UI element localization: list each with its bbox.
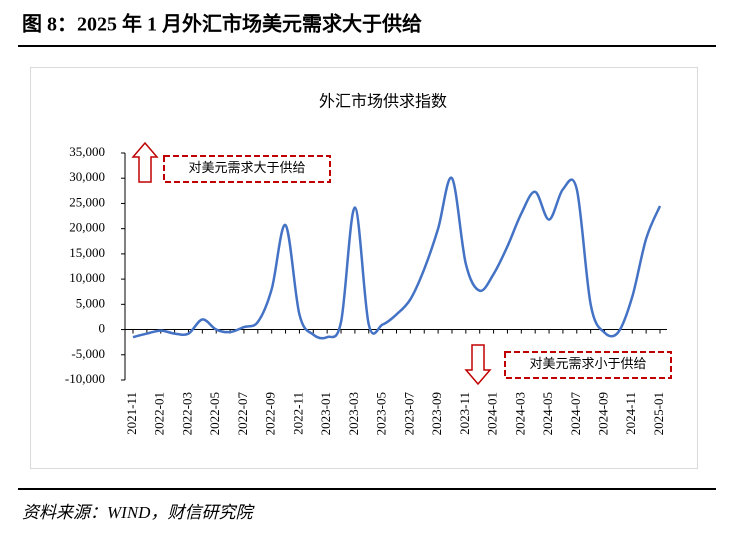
arrow-down [464, 344, 492, 386]
x-tick-label: 2024-03 [512, 392, 527, 435]
x-tick-label: 2023-05 [374, 392, 389, 435]
chart-frame [30, 67, 698, 469]
y-tick-label: 5,000 [76, 295, 105, 310]
x-tick-label: 2022-03 [179, 392, 194, 435]
x-tick-label: 2022-11 [290, 392, 305, 435]
y-tick-label: 25,000 [69, 194, 105, 209]
annotation-box [163, 155, 331, 183]
y-tick-label: -5,000 [71, 346, 105, 361]
annotation-down [464, 344, 672, 386]
x-tick-label: 2022-01 [152, 392, 167, 435]
x-tick-label: 2024-11 [623, 392, 638, 435]
annotation-text: 对美元需求小于供给 [529, 356, 646, 371]
x-tick-label: 2021-11 [124, 392, 139, 435]
data-line [132, 176, 662, 340]
x-tick-label: 2024-09 [596, 392, 611, 435]
y-tick-label: 20,000 [69, 220, 105, 235]
chart-title: 外汇市场供求指数 [319, 93, 447, 111]
y-tick-label: 30,000 [69, 169, 105, 184]
x-tick-label: 2023-11 [457, 392, 472, 435]
x-tick-label: 2024-07 [568, 392, 583, 436]
x-tick-label: 2024-01 [485, 392, 500, 435]
source-note: 资料来源：WIND，财信研究院 [22, 503, 255, 522]
y-tick-label: 10,000 [69, 270, 105, 285]
y-tick-label: -10,000 [65, 371, 105, 386]
x-tick-label: 2022-07 [235, 392, 250, 436]
x-tick-label: 2023-01 [318, 392, 333, 435]
figure-title: 图 8：2025 年 1 月外汇市场美元需求大于供给 [22, 12, 422, 36]
y-tick-label: 35,000 [69, 144, 105, 159]
x-tick-label: 2024-05 [540, 392, 555, 435]
annotation-up [131, 141, 331, 183]
x-tick-label: 2022-09 [263, 392, 278, 435]
x-tick-label: 2023-03 [346, 392, 361, 435]
arrow-up [131, 141, 159, 183]
y-tick-label: 0 [99, 321, 106, 336]
annotation-box [504, 351, 672, 379]
x-tick-label: 2025-01 [651, 392, 666, 435]
x-tick-label: 2022-05 [207, 392, 222, 435]
x-tick-label: 2023-09 [429, 392, 444, 435]
annotation-text: 对美元需求大于供给 [188, 160, 305, 175]
y-tick-label: 15,000 [69, 245, 105, 260]
x-tick-label: 2023-07 [401, 392, 416, 436]
